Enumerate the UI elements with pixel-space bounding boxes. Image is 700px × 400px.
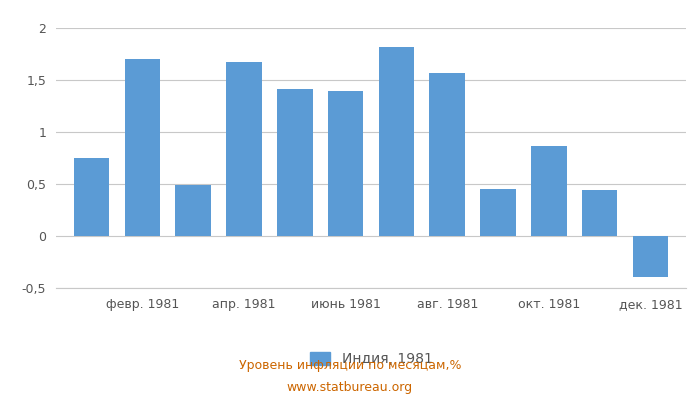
Bar — [125, 59, 160, 236]
Bar — [531, 146, 566, 236]
Bar — [226, 62, 262, 236]
Bar — [480, 189, 516, 236]
Text: Уровень инфляции по месяцам,%: Уровень инфляции по месяцам,% — [239, 360, 461, 372]
Bar — [429, 73, 465, 236]
Bar — [633, 236, 668, 276]
Bar — [328, 92, 363, 236]
Bar — [379, 47, 414, 236]
Bar — [176, 185, 211, 236]
Bar — [74, 158, 109, 236]
Legend: Индия, 1981: Индия, 1981 — [309, 352, 433, 366]
Bar — [277, 89, 313, 236]
Text: www.statbureau.org: www.statbureau.org — [287, 382, 413, 394]
Bar — [582, 190, 617, 236]
